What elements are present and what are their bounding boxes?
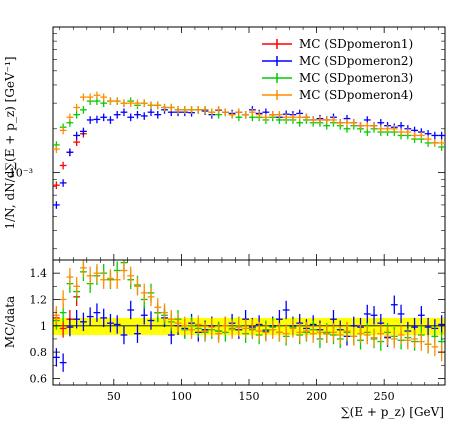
main-y-tick-label: 10⁻³ bbox=[9, 167, 33, 180]
legend-entry-label: MC (SDpomeron2) bbox=[299, 54, 413, 68]
legend-entry-label: MC (SDpomeron1) bbox=[299, 37, 413, 51]
main-series-4 bbox=[53, 91, 445, 154]
legend: MC (SDpomeron1) MC (SDpomeron2) MC (SDpome… bbox=[262, 37, 413, 102]
main-ticks bbox=[53, 26, 445, 260]
ratio-y-tick-label: 1.4 bbox=[30, 267, 48, 280]
legend-entry-label: MC (SDpomeron3) bbox=[299, 71, 413, 85]
ratio-y-tick-label: 1 bbox=[40, 320, 47, 333]
main-panel-frame bbox=[52, 26, 446, 261]
ratio-series bbox=[53, 260, 445, 372]
x-tick-label: 100 bbox=[171, 390, 192, 403]
x-axis-label: ∑(E + p_z) [GeV] bbox=[341, 405, 444, 419]
ratio-y-tick-label: 0.6 bbox=[30, 372, 48, 385]
x-tick-label: 150 bbox=[239, 390, 260, 403]
ratio-y-axis-label: MC/data bbox=[3, 296, 17, 348]
ratio-y-tick-label: 0.8 bbox=[30, 346, 48, 359]
ratio-ticks: 0.6 0.8 1 1.2 1.4 50 100 150 200 250 bbox=[30, 259, 445, 403]
ratio-series-4 bbox=[53, 260, 445, 362]
main-series bbox=[53, 91, 445, 209]
x-tick-label: 50 bbox=[107, 390, 121, 403]
legend-entry-label: MC (SDpomeron4) bbox=[299, 88, 413, 102]
x-tick-label: 250 bbox=[374, 390, 395, 403]
ratio-panel: 0.6 0.8 1 1.2 1.4 50 100 150 200 250 MC/data ∑(E … bbox=[3, 259, 446, 419]
main-y-axis-label: 1/N, dN/d∑(E + p_z) [GeV⁻¹] bbox=[3, 57, 17, 230]
x-tick-label: 200 bbox=[306, 390, 327, 403]
main-panel: 10⁻³ 1/N, dN/d∑(E + p_z) [GeV⁻¹] MC (SDp… bbox=[3, 26, 446, 261]
ratio-y-tick-label: 1.2 bbox=[30, 293, 48, 306]
